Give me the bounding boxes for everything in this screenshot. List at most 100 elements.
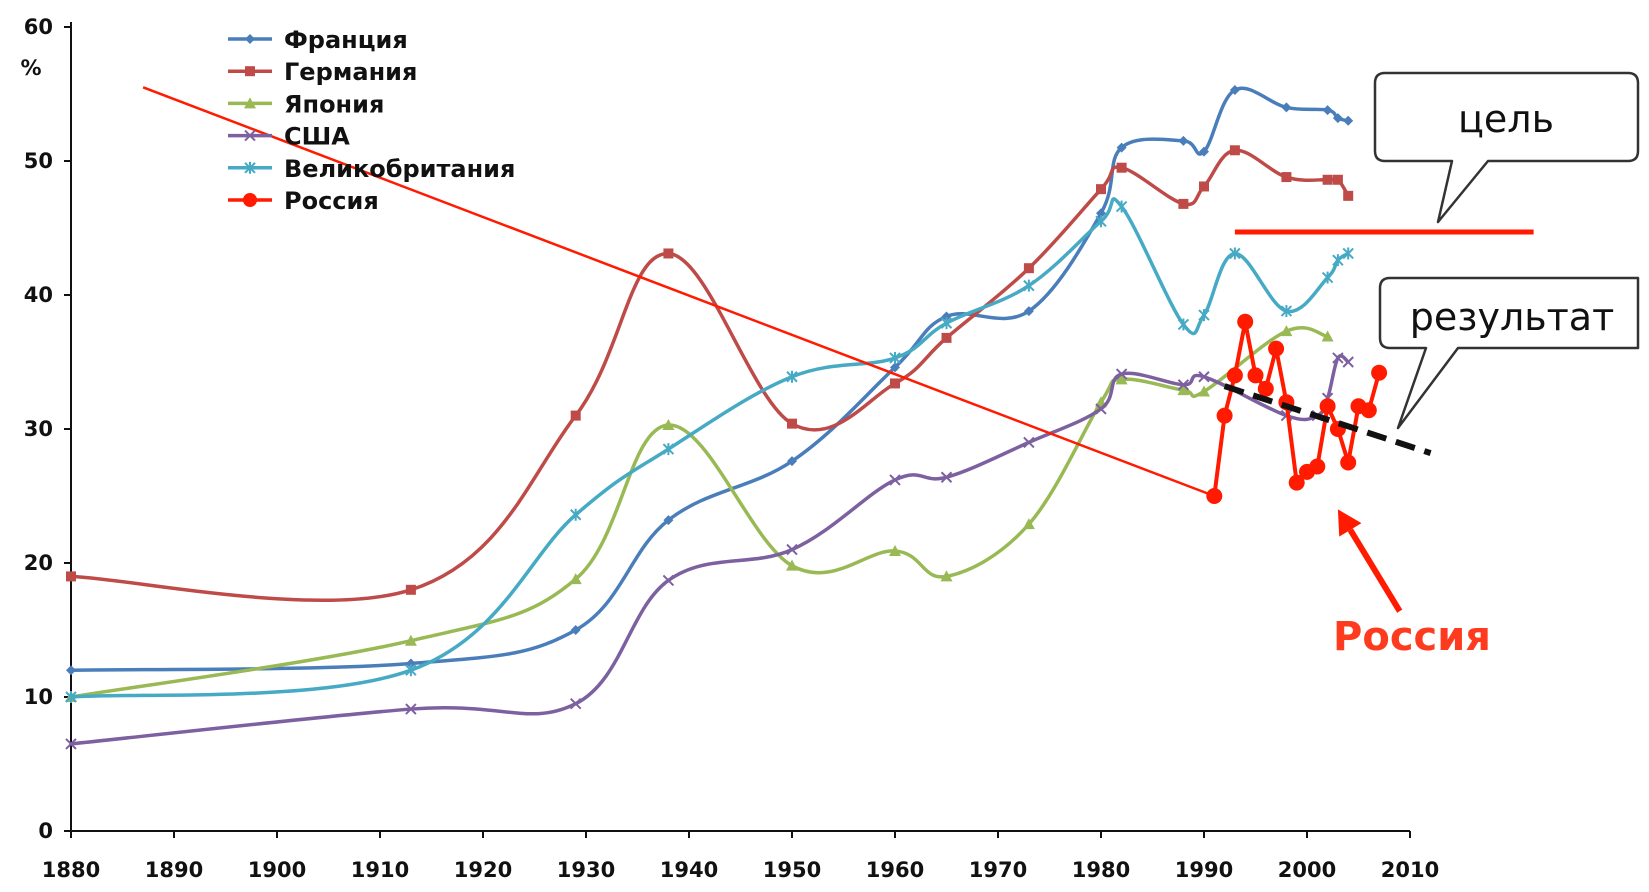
data-point — [1343, 190, 1354, 201]
legend-item-2: Япония — [228, 90, 384, 118]
marker-stroke — [662, 574, 675, 587]
x-tick-label: 1970 — [969, 858, 1027, 882]
data-point — [405, 664, 417, 677]
data-point — [1332, 352, 1344, 364]
data-point — [1268, 340, 1285, 357]
x-tick-label: 1890 — [145, 858, 203, 882]
data-point — [1340, 454, 1357, 471]
data-point — [1177, 318, 1190, 331]
legend-swatch-marker — [244, 161, 256, 174]
data-point — [1178, 198, 1189, 209]
data-point — [405, 658, 416, 669]
data-point — [1177, 384, 1190, 396]
data-point — [1229, 84, 1240, 95]
data-point — [1280, 305, 1293, 318]
x-tick-label: 1960 — [866, 858, 924, 882]
marker-stroke — [1023, 436, 1035, 449]
data-point — [662, 418, 675, 430]
series-2 — [65, 325, 1334, 702]
legend: Франция Германия Япония США Великобритания Ро… — [228, 26, 515, 215]
data-point — [1115, 200, 1128, 213]
data-point — [1116, 162, 1127, 173]
data-point — [786, 543, 798, 556]
marker-stroke — [405, 703, 417, 715]
data-point — [1281, 102, 1292, 113]
x-tick-label: 1940 — [660, 858, 718, 882]
data-point — [787, 418, 797, 429]
x-tick-label: 2010 — [1381, 858, 1439, 882]
data-point — [1280, 325, 1293, 337]
data-point — [1342, 247, 1354, 260]
target-callout — [1373, 71, 1640, 224]
data-point — [889, 474, 901, 486]
data-point — [1023, 263, 1034, 274]
data-point — [65, 691, 77, 703]
data-point — [1229, 247, 1241, 260]
legend-item-5: Россия — [228, 187, 379, 215]
data-point — [1023, 279, 1035, 292]
legend-swatch-marker — [245, 34, 255, 44]
data-point — [1332, 174, 1343, 185]
data-point — [1322, 174, 1333, 185]
legend-label: США — [284, 123, 350, 151]
data-point — [1023, 306, 1034, 317]
y-tick-label: 20 — [24, 551, 53, 575]
data-point — [570, 625, 581, 635]
data-point — [405, 703, 417, 715]
data-point — [1322, 105, 1333, 116]
data-point — [1095, 403, 1107, 415]
data-point — [1309, 458, 1326, 475]
marker-stroke — [1198, 371, 1210, 383]
data-point — [570, 410, 581, 421]
y-axis-label: % — [20, 56, 41, 80]
y-tick-label: 60 — [24, 15, 53, 39]
data-point — [663, 248, 674, 259]
data-point — [1199, 181, 1209, 192]
data-point — [662, 443, 675, 456]
data-point — [66, 665, 76, 676]
data-point — [569, 508, 582, 521]
x-tick-label: 1990 — [1175, 858, 1233, 882]
result-callout — [1378, 276, 1640, 430]
y-tick-label: 50 — [24, 149, 53, 173]
result-callout-text: результат — [1410, 295, 1614, 339]
data-point — [1332, 254, 1344, 267]
data-point — [1229, 145, 1240, 156]
y-tick-label: 40 — [24, 283, 53, 307]
data-point — [786, 559, 798, 571]
series-line — [70, 148, 1350, 603]
series-3 — [65, 352, 1354, 750]
data-point — [662, 574, 675, 587]
data-point — [787, 456, 797, 467]
marker-stroke — [1115, 368, 1128, 380]
data-point — [1288, 474, 1305, 491]
data-point — [1226, 367, 1243, 384]
data-point — [1115, 368, 1128, 380]
data-point — [1321, 330, 1334, 342]
data-point — [1198, 309, 1210, 322]
russia-label: Россия — [1333, 614, 1491, 660]
series-0 — [66, 84, 1354, 676]
axes: 0 10 20 30 40 50 60 1880 1890 1900 1910 1920 1930 194… — [20, 15, 1439, 882]
legend-item-3: США — [228, 123, 350, 151]
target-callout-text: цель — [1458, 97, 1554, 141]
data-point — [940, 570, 953, 582]
data-point — [1023, 436, 1035, 449]
x-tick-label: 1880 — [42, 858, 100, 882]
legend-swatch-marker — [244, 129, 256, 142]
series-line — [70, 325, 1329, 699]
legend-label: Великобритания — [284, 155, 515, 183]
data-point — [66, 571, 76, 582]
divider-line — [142, 86, 1215, 498]
legend-swatch-marker — [245, 66, 255, 77]
data-point — [1371, 364, 1388, 381]
legend-item-0: Франция — [228, 26, 408, 54]
data-point — [1177, 379, 1190, 391]
data-point — [1332, 113, 1343, 124]
data-point — [1342, 356, 1354, 368]
data-point — [1343, 115, 1354, 126]
data-point — [1116, 142, 1127, 153]
data-point — [1321, 271, 1334, 284]
